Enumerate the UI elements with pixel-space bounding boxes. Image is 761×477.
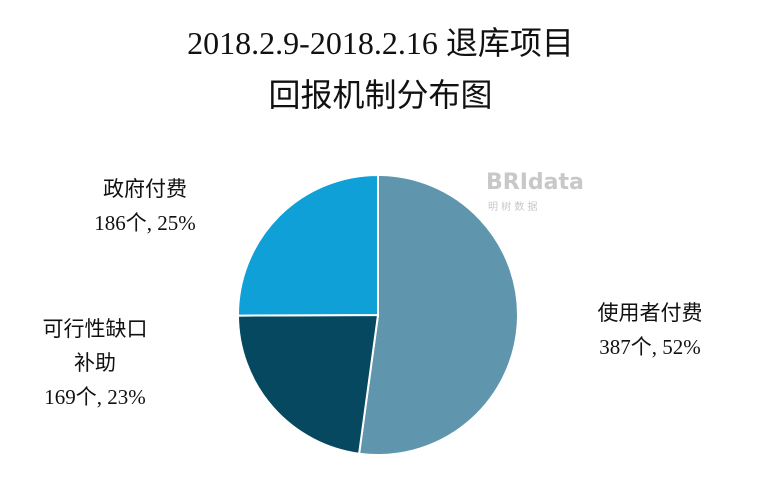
pie-slice — [236, 313, 380, 455]
watermark-text: 明 树 数 据 — [488, 202, 538, 213]
category-label: 使用者付费 — [597, 301, 703, 325]
slice-label: 政府付费 186个, 25% — [60, 172, 230, 240]
chart-title: 回报机制分布图 — [268, 77, 493, 113]
category-label: 可行性缺口补助 — [42, 317, 148, 375]
category-label: 政府付费 — [103, 177, 187, 201]
value-label: 169个, 23% — [44, 385, 146, 409]
value-label: 186个, 25% — [94, 211, 196, 235]
slice-label: 使用者付费 387个, 52% — [580, 296, 720, 364]
chart-title: 2018.2.9-2018.2.16 退库项目 — [187, 25, 574, 61]
pie-slice — [237, 173, 379, 317]
value-label: 387个, 52% — [599, 335, 701, 359]
pie-slice — [357, 173, 519, 456]
watermark-logo: BRIdata — [486, 170, 584, 195]
slice-label: 可行性缺口补助 169个, 23% — [40, 312, 150, 414]
